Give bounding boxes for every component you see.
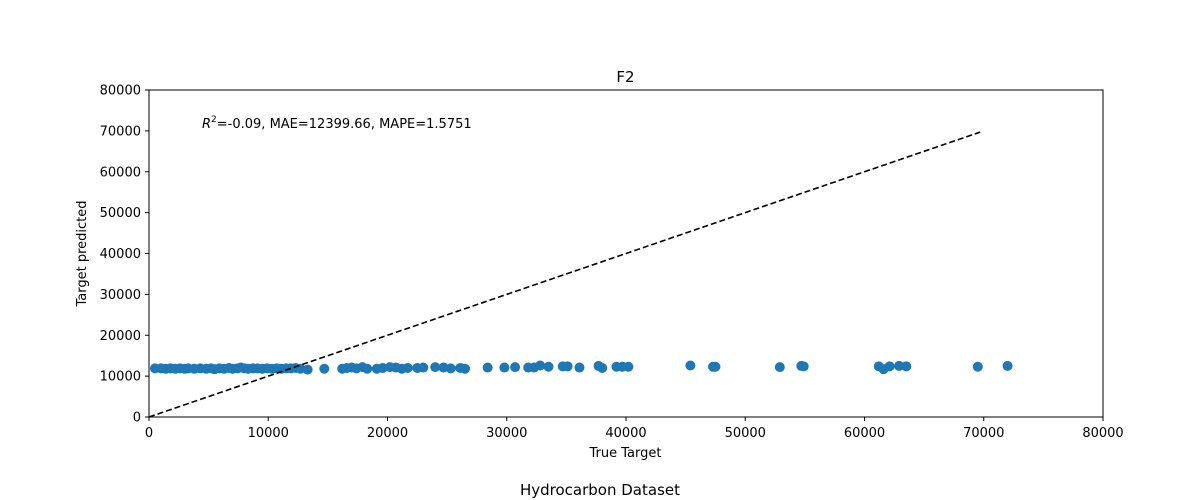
scatter-point — [319, 363, 330, 374]
x-tick-label: 60000 — [844, 426, 885, 441]
scatter-point — [798, 361, 809, 372]
x-tick-label: 10000 — [248, 426, 289, 441]
x-tick-label: 80000 — [1082, 426, 1123, 441]
y-tick-label: 80000 — [100, 84, 141, 99]
scatter-point — [901, 361, 912, 372]
y-tick-label: 10000 — [100, 370, 141, 385]
scatter-point — [597, 362, 608, 373]
scatter-points — [149, 360, 1013, 375]
scatter-point — [460, 363, 471, 374]
scatter-point — [623, 361, 634, 372]
y-tick-label: 20000 — [100, 329, 141, 344]
scatter-point — [510, 362, 521, 373]
metrics-annotation: R2=-0.09, MAE=12399.66, MAPE=1.5751 — [202, 115, 472, 132]
scatter-point — [710, 361, 721, 372]
chart-title: F2 — [616, 68, 634, 86]
scatter-point — [302, 364, 313, 375]
x-tick-label: 20000 — [367, 426, 408, 441]
y-tick-label: 30000 — [100, 288, 141, 303]
y-tick-label: 50000 — [100, 206, 141, 221]
scatter-point — [402, 362, 413, 373]
scatter-point — [894, 360, 905, 371]
x-tick-label: 50000 — [725, 426, 766, 441]
reference-line — [148, 131, 981, 418]
y-axis-label: Target predicted — [75, 200, 90, 307]
y-tick-label: 40000 — [100, 247, 141, 262]
y-axis-ticks: 0 10000 20000 30000 40000 50000 60000 70000 8000… — [100, 84, 149, 426]
y-tick-label: 70000 — [100, 124, 141, 139]
scatter-point — [774, 362, 785, 373]
scatter-point — [972, 361, 983, 372]
scatter-point — [535, 360, 546, 371]
scatter-point — [574, 362, 585, 373]
scatter-point — [445, 363, 456, 374]
y-tick-label: 60000 — [100, 165, 141, 180]
metrics-text: =-0.09, MAE=12399.66, MAPE=1.5751 — [217, 117, 472, 132]
scatter-point — [482, 362, 493, 373]
scatter-point — [562, 361, 573, 372]
x-tick-label: 40000 — [605, 426, 646, 441]
scatter-point — [1002, 360, 1013, 371]
x-tick-label: 70000 — [963, 426, 1004, 441]
x-axis-ticks: 0 10000 20000 30000 40000 50000 60000 70000 8000… — [145, 417, 1124, 441]
x-axis-label: True Target — [589, 446, 662, 461]
scatter-point — [685, 360, 696, 371]
figure-suptitle: Hydrocarbon Dataset — [520, 481, 680, 499]
scatter-point — [543, 361, 554, 372]
r2-exponent: 2 — [211, 115, 217, 125]
r2-symbol: R — [202, 117, 211, 132]
x-tick-label: 30000 — [486, 426, 527, 441]
scatter-point — [499, 362, 510, 373]
scatter-point — [430, 362, 441, 373]
y-tick-label: 0 — [133, 411, 141, 426]
scatter-point — [362, 363, 373, 374]
scatter-point — [884, 361, 895, 372]
x-tick-label: 0 — [145, 426, 153, 441]
scatter-point — [418, 362, 429, 373]
